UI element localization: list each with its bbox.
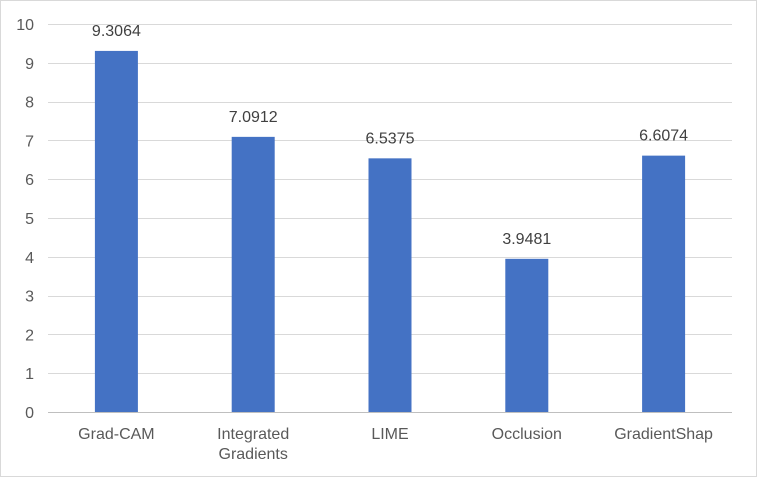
bar <box>368 158 412 412</box>
bar <box>642 155 686 412</box>
bar <box>231 136 275 412</box>
data-label: 3.9481 <box>502 231 551 248</box>
category-label: LIME <box>371 426 408 443</box>
bars <box>94 50 686 412</box>
bar <box>505 258 549 412</box>
data-label: 7.0912 <box>229 109 278 126</box>
y-tick-label: 3 <box>25 289 34 306</box>
data-label: 9.3064 <box>92 23 141 40</box>
y-tick-label: 1 <box>25 366 34 383</box>
category-label: Integrated <box>217 426 289 443</box>
y-tick-label: 0 <box>25 405 34 422</box>
data-label: 6.5375 <box>366 130 415 147</box>
y-tick-label: 2 <box>25 327 34 344</box>
y-tick-label: 8 <box>25 95 34 112</box>
category-label: Grad-CAM <box>78 426 154 443</box>
y-tick-label: 9 <box>25 56 34 73</box>
category-label: Occlusion <box>492 426 562 443</box>
bar <box>94 50 138 412</box>
category-label: Gradients <box>219 446 288 463</box>
category-label: GradientShap <box>614 426 713 443</box>
y-tick-label: 7 <box>25 133 34 150</box>
gridlines <box>48 24 732 413</box>
y-tick-label: 6 <box>25 172 34 189</box>
y-tick-label: 5 <box>25 211 34 228</box>
labels: 0 1 2 3 4 5 6 7 8 9 10 9.3064 Grad-CAM 7.0912 Integrat… <box>16 17 713 463</box>
y-tick-label: 10 <box>16 17 34 34</box>
y-tick-label: 4 <box>25 250 34 267</box>
data-label: 6.6074 <box>639 128 688 145</box>
